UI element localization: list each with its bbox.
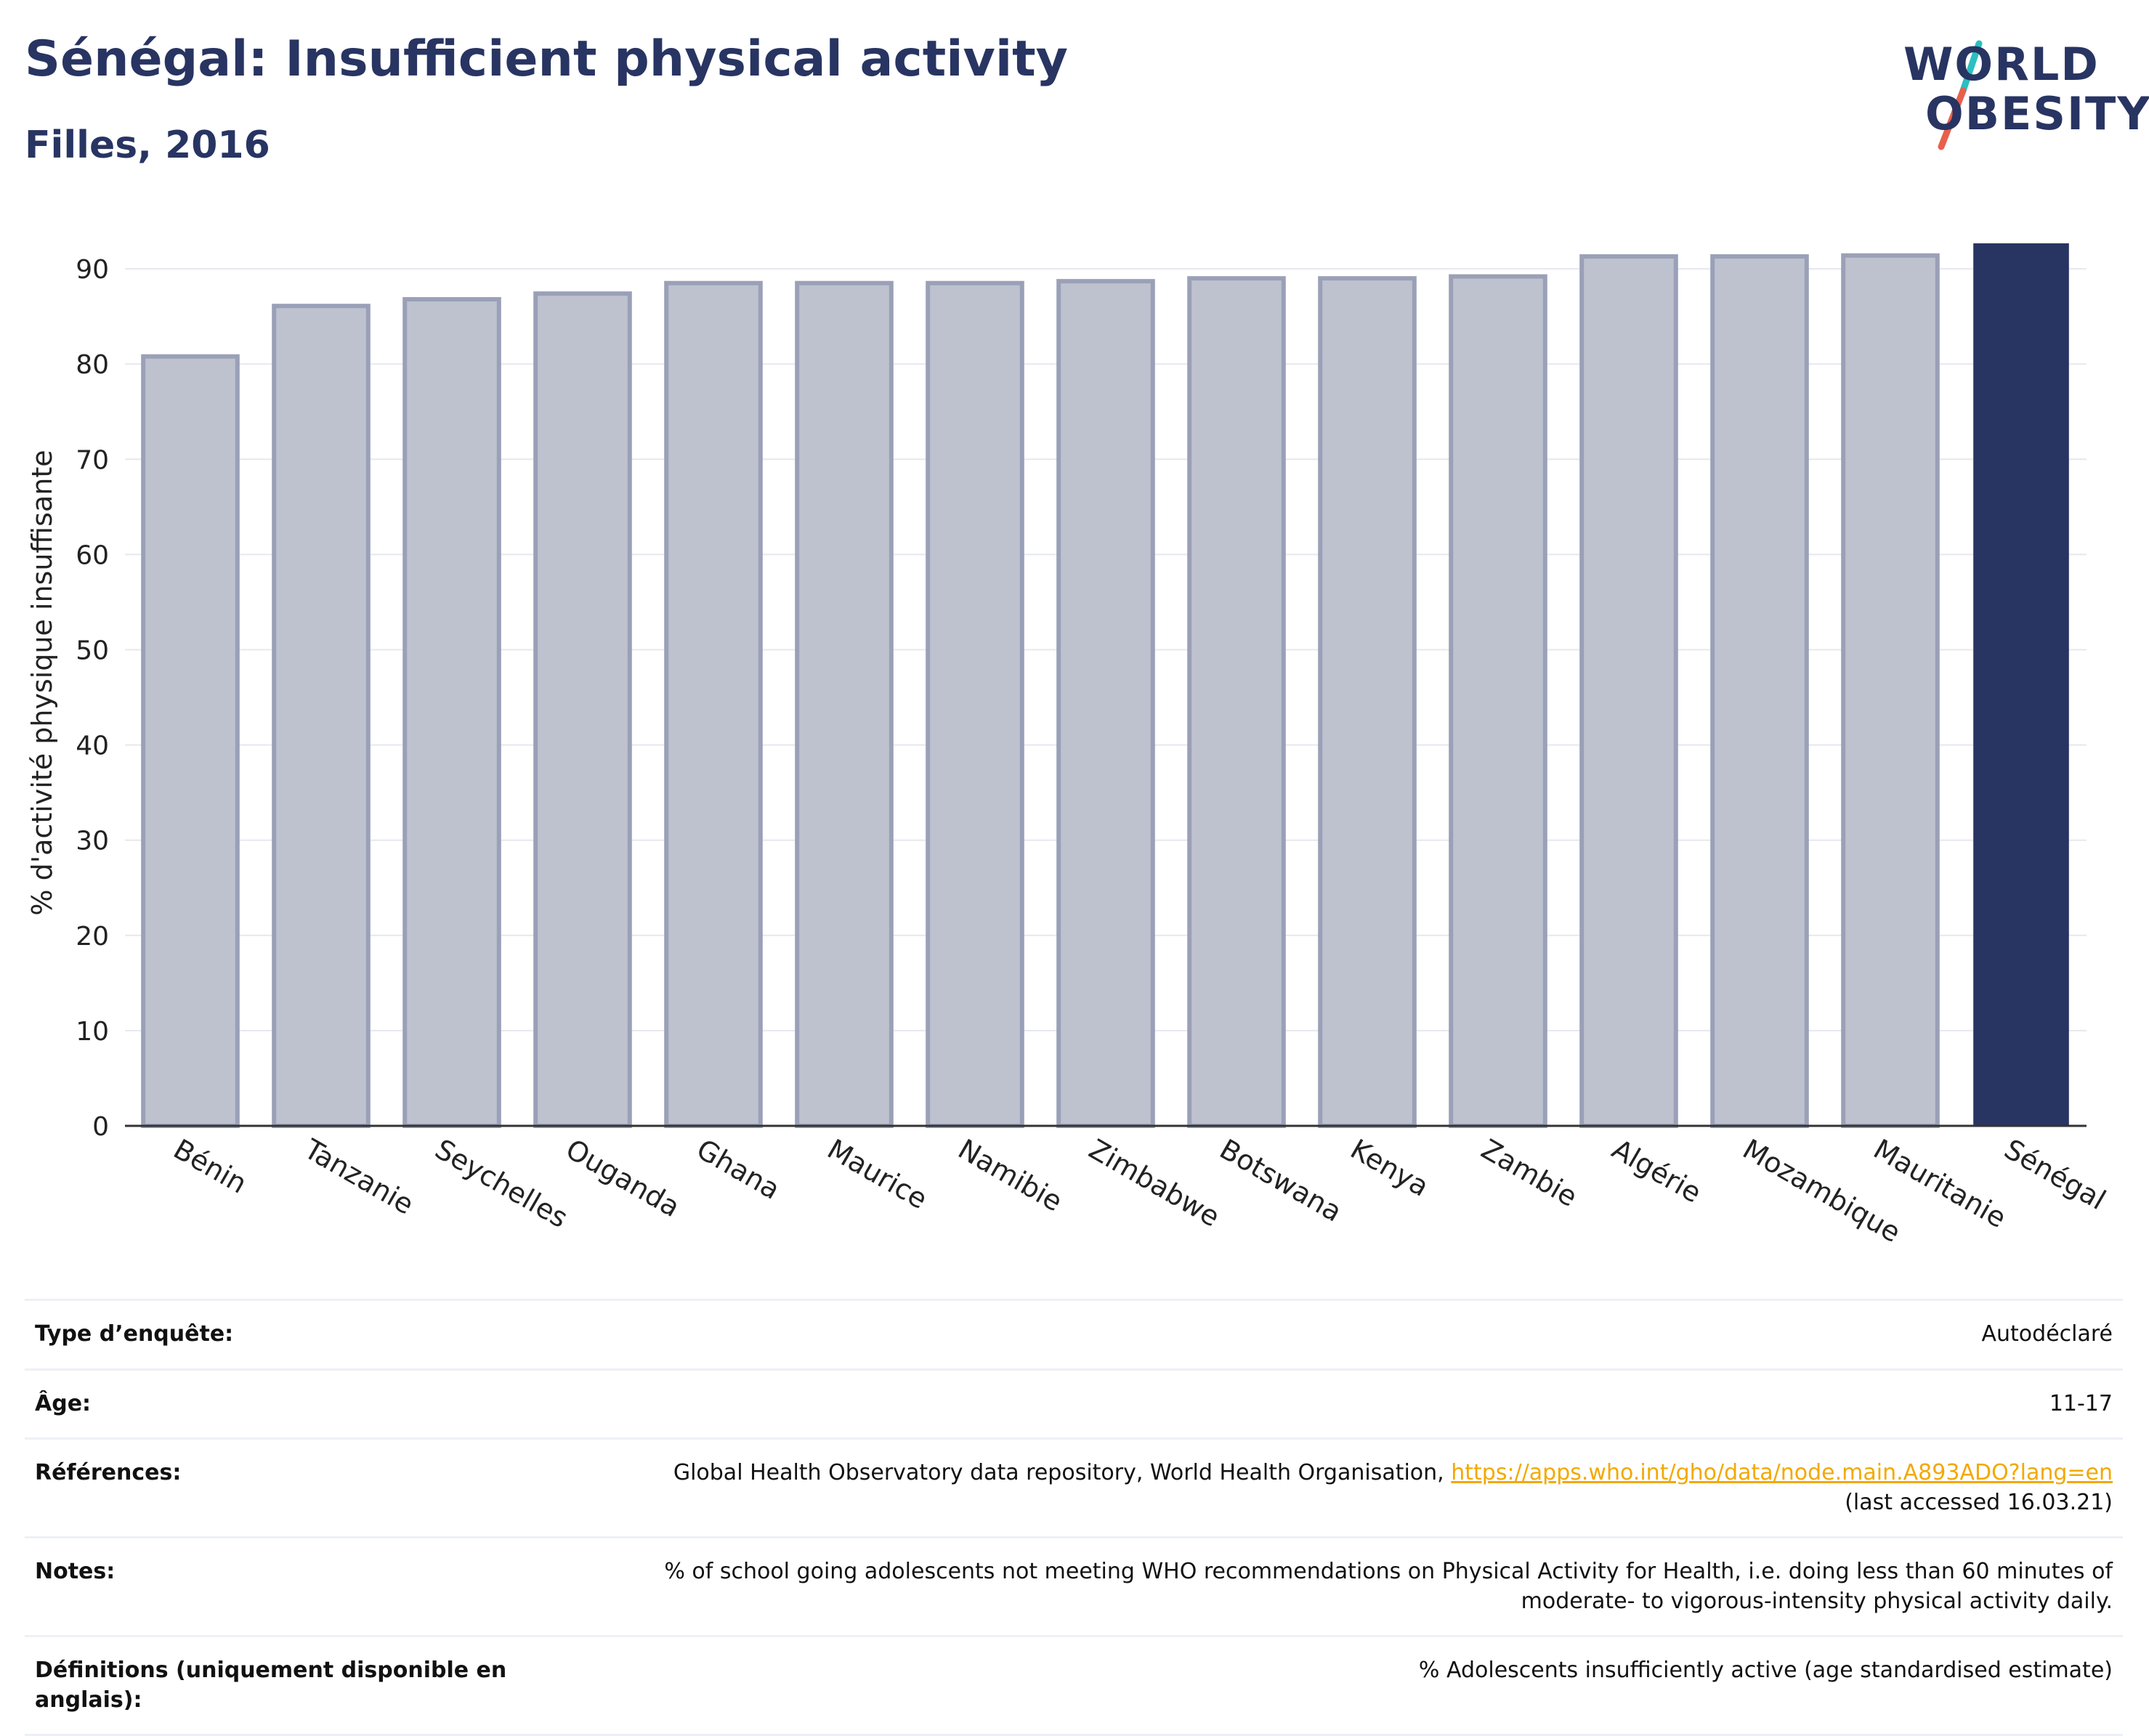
reference-accessed: (last accessed 16.03.21)	[1845, 1489, 2113, 1515]
bar-Mozambique	[1710, 254, 1809, 1128]
x-tick-label: Seychelles	[430, 1133, 573, 1234]
x-tick-label: Kenya	[1345, 1133, 1435, 1203]
logo-text-obesity: OBESITY	[1925, 87, 2149, 140]
x-tick-label: Tanzanie	[299, 1132, 419, 1220]
y-tick-label: 80	[76, 350, 109, 380]
meta-value: Autodéclaré	[1981, 1321, 2113, 1347]
meta-label: Type d’enquête:	[35, 1321, 234, 1347]
x-tick-label: Sénégal	[1999, 1133, 2111, 1217]
bar-Mauritanie	[1841, 253, 1940, 1128]
page-title: Sénégal: Insufficient physical activity	[25, 31, 1068, 88]
meta-row-survey-type: Type d’enquête: Autodéclaré	[25, 1301, 2123, 1371]
bar-Bénin	[141, 354, 240, 1128]
bar-Namibie	[926, 280, 1024, 1129]
meta-row-notes: Notes: % of school going adolescents not…	[25, 1538, 2123, 1637]
logo-text-world: WORLD	[1903, 38, 2100, 91]
reference-text: Global Health Observatory data repositor…	[673, 1460, 1444, 1485]
meta-value: Global Health Observatory data repositor…	[673, 1459, 2113, 1517]
y-tick-label: 10	[76, 1017, 109, 1047]
bar-Kenya	[1318, 276, 1417, 1128]
y-tick-label: 90	[76, 255, 109, 285]
bar-Ghana	[664, 280, 763, 1129]
bars	[141, 243, 2069, 1129]
notes-text-line1: % of school going adolescents not meetin…	[664, 1559, 2113, 1584]
x-tick-label: Botswana	[1215, 1133, 1348, 1228]
y-tick-label: 0	[92, 1112, 109, 1142]
x-tick-label: Ouganda	[561, 1133, 686, 1224]
x-tick-label: Maurice	[822, 1133, 933, 1215]
meta-value: % of school going adolescents not meetin…	[664, 1557, 2113, 1616]
bar-Algérie	[1579, 254, 1678, 1128]
reference-link[interactable]: https://apps.who.int/gho/data/node.main.…	[1451, 1460, 2113, 1485]
x-tick-label: Namibie	[953, 1133, 1068, 1218]
bar-Ouganda	[533, 291, 632, 1129]
metadata-table: Type d’enquête: Autodéclaré Âge: 11-17 R…	[25, 1299, 2123, 1736]
logo-slash-icon	[1938, 40, 1983, 150]
x-tick-label: Bénin	[169, 1133, 253, 1200]
meta-label: Âge:	[35, 1390, 92, 1416]
meta-label: Définitions (uniquement disponible en an…	[35, 1658, 507, 1713]
meta-label: Notes:	[35, 1559, 116, 1584]
meta-row-age: Âge: 11-17	[25, 1371, 2123, 1440]
bar-chart: 0 10 20 30 40 50 60 70 80 90 Bénin Tanzanie Seychel…	[76, 243, 2111, 1249]
bar-Tanzanie	[272, 304, 371, 1129]
y-tick-labels: 0 10 20 30 40 50 60 70 80 90	[76, 255, 109, 1142]
meta-row-definitions: Définitions (uniquement disponible en an…	[25, 1637, 2123, 1736]
bar-Botswana	[1187, 276, 1286, 1128]
meta-row-references: Références: Global Health Observatory da…	[25, 1440, 2123, 1538]
bar-Maurice	[795, 280, 894, 1129]
y-tick-label: 30	[76, 827, 109, 856]
x-tick-label: Zimbabwe	[1084, 1133, 1226, 1233]
y-tick-label: 50	[76, 636, 109, 665]
bar-Zimbabwe	[1056, 279, 1155, 1128]
world-obesity-logo: WORLD OBESITY	[1889, 22, 2149, 160]
y-tick-label: 20	[76, 922, 109, 952]
y-axis-title: % d'activité physique insuffisante	[26, 450, 58, 916]
bar-Sénégal	[1973, 243, 2069, 1127]
bar-Seychelles	[402, 297, 501, 1129]
meta-value: % Adolescents insufficiently active (age…	[1418, 1658, 2113, 1683]
y-tick-label: 70	[76, 445, 109, 475]
notes-text-line2: moderate- to vigorous-intensity physical…	[1521, 1588, 2113, 1614]
page-subtitle: Filles, 2016	[25, 123, 270, 167]
bar-Zambie	[1449, 274, 1547, 1129]
x-tick-label: Algérie	[1607, 1133, 1707, 1209]
meta-label: Références:	[35, 1460, 182, 1485]
x-tick-label: Zambie	[1476, 1133, 1583, 1213]
y-tick-label: 60	[76, 540, 109, 570]
x-tick-label: Ghana	[692, 1133, 786, 1206]
meta-value: 11-17	[2049, 1390, 2113, 1416]
y-tick-label: 40	[76, 731, 109, 761]
